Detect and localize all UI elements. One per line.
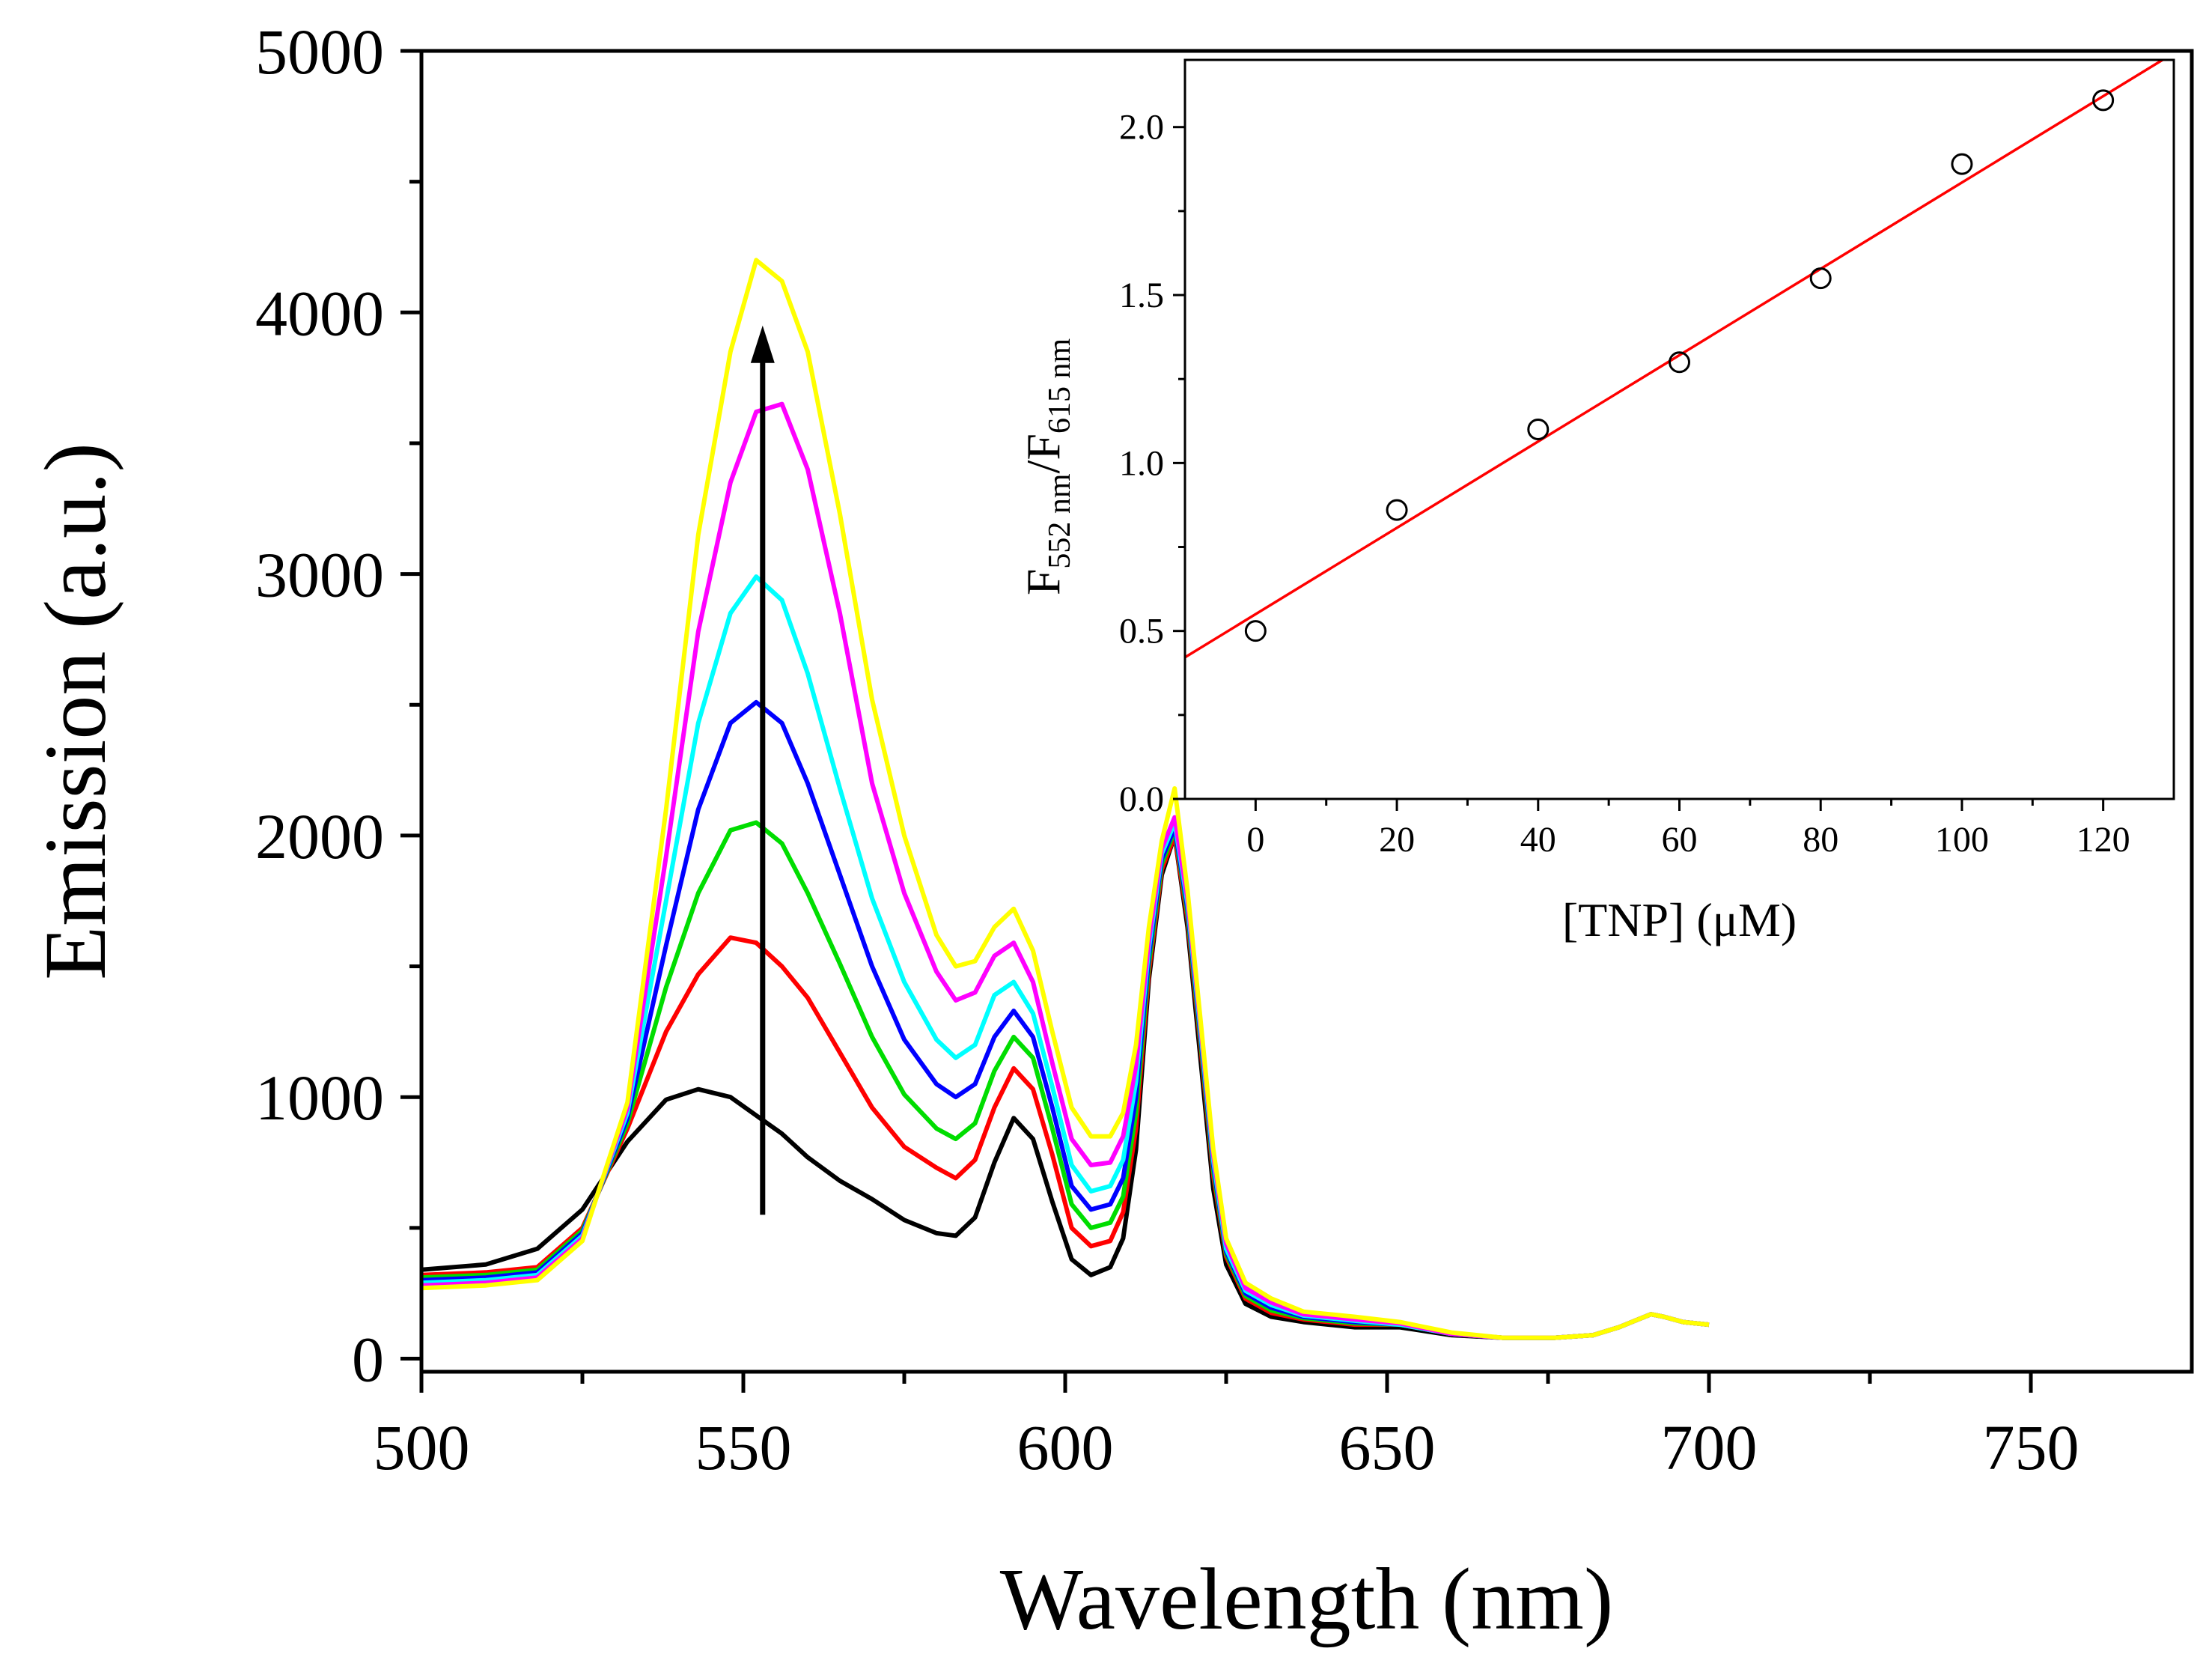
main-series-group: [421, 258, 1710, 1340]
inset-data-point-1: [1386, 499, 1408, 521]
inset-fit-line-group: [1184, 58, 2163, 659]
inset-x-tick-label-6: 120: [2077, 820, 2130, 860]
main-x-tick-label-2: 600: [1017, 1411, 1114, 1483]
inset-x-tick-label-3: 60: [1662, 820, 1698, 860]
inset-y-tick-label-3: 1.5: [1119, 276, 1164, 315]
main-y-tick-label-2: 2000: [255, 800, 384, 872]
inset-background: [1185, 60, 2174, 799]
main-x-tick-label-0: 500: [374, 1411, 470, 1483]
main-x-tick-label-5: 750: [1983, 1411, 2080, 1483]
inset-y-tick-label-2: 1.0: [1119, 443, 1164, 483]
inset-y-label-slash: /F: [1017, 434, 1070, 473]
inset-data-point-6: [2092, 89, 2115, 112]
main-y-tick-label-4: 4000: [255, 277, 384, 349]
main-x-axis-label: Wavelength (nm): [1000, 1550, 1614, 1648]
main-plot-frame: [419, 49, 2194, 1374]
inset-y-tick-label-4: 2.0: [1119, 108, 1164, 148]
inset-x-tick-label-1: 20: [1379, 820, 1415, 860]
main-x-tick-label-3: 650: [1339, 1411, 1436, 1483]
inset-data-point-0: [1244, 620, 1267, 642]
inset-y-axis-ticks: 0.0 0.5 1.0 1.5 2.0: [1119, 108, 1185, 819]
main-y-axis-ticks: 0 1000 2000 3000 4000 5000: [255, 16, 421, 1396]
inset-y-tick-label-0: 0.0: [1119, 779, 1164, 819]
inset-fit-line: [1184, 58, 2163, 659]
main-x-tick-label-4: 700: [1661, 1411, 1758, 1483]
main-x-tick-label-1: 550: [695, 1411, 792, 1483]
inset-x-tick-label-5: 100: [1935, 820, 1989, 860]
inset-data-point-5: [1951, 153, 1973, 175]
main-y-tick-label-5: 5000: [255, 16, 384, 88]
inset-data-point-3: [1669, 351, 1690, 374]
inset-y-label-sub2: 615 nm: [1043, 338, 1077, 434]
inset-x-tick-label-0: 0: [1246, 820, 1264, 860]
inset-y-tick-label-1: 0.5: [1119, 612, 1164, 651]
inset-y-axis-label: F552 nm/F615 nm: [1017, 338, 1077, 596]
inset-y-label-f1: F: [1017, 569, 1070, 596]
main-y-tick-label-0: 0: [352, 1324, 384, 1396]
main-y-tick-label-3: 3000: [255, 539, 384, 611]
main-y-tick-label-1: 1000: [255, 1062, 384, 1134]
inset-x-tick-label-2: 40: [1520, 820, 1556, 860]
main-y-axis-label: Emission (a.u.): [26, 443, 124, 980]
inset-x-axis-label: [TNP] (μM): [1562, 893, 1797, 946]
inset-data-point-4: [1809, 267, 1832, 290]
inset-x-axis-ticks: 0 20 40 60 80 100 120: [1246, 799, 2130, 860]
main-x-axis-ticks: 500 550 600 650 700 750: [374, 1372, 2080, 1483]
trend-arrow-head: [750, 325, 775, 363]
inset-points-group: [1244, 89, 2115, 642]
main-plot: 500 550 600 650 700 750 010002000300040005000…: [26, 16, 2194, 1648]
inset-y-label-sub1: 552 nm: [1043, 473, 1077, 569]
inset-x-tick-label-4: 80: [1803, 820, 1838, 860]
spectrum-series-6: [421, 258, 1710, 1340]
inset-plot: 0 20 40 60 80 100 120 0.0 0.5 1.0 1.5 2.0 [TNP] (μ…: [1017, 58, 2175, 946]
trend-arrow: [750, 325, 775, 1215]
inset-data-point-2: [1527, 419, 1550, 440]
